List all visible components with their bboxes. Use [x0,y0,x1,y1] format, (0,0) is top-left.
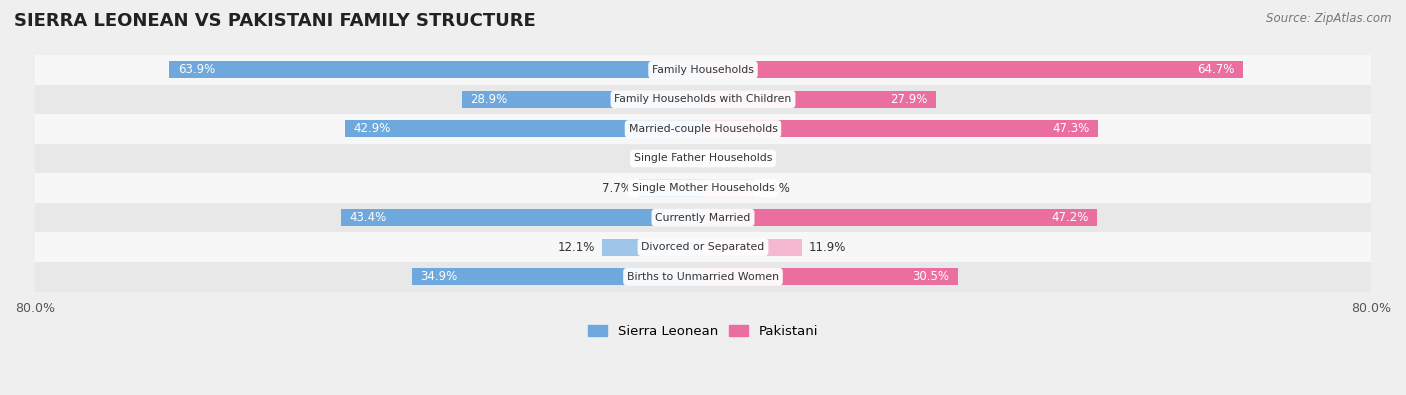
Bar [35,55,1371,85]
Bar [35,262,1371,292]
Bar [703,268,957,285]
Text: 2.5%: 2.5% [645,152,675,165]
Text: 47.2%: 47.2% [1052,211,1088,224]
Bar [461,91,703,108]
Bar [703,61,1243,78]
Bar [35,144,1371,173]
Bar [340,209,703,226]
Text: 11.9%: 11.9% [808,241,846,254]
Bar [682,150,703,167]
Text: SIERRA LEONEAN VS PAKISTANI FAMILY STRUCTURE: SIERRA LEONEAN VS PAKISTANI FAMILY STRUC… [14,12,536,30]
Bar [703,150,723,167]
Text: Married-couple Households: Married-couple Households [628,124,778,134]
Bar [412,268,703,285]
Bar [344,120,703,137]
Bar [35,173,1371,203]
Text: 34.9%: 34.9% [420,270,457,283]
Bar [703,120,1098,137]
Bar [638,179,703,197]
Text: Single Mother Households: Single Mother Households [631,183,775,193]
Text: 27.9%: 27.9% [890,93,928,106]
Bar [602,239,703,256]
Text: 43.4%: 43.4% [349,211,387,224]
Text: 12.1%: 12.1% [558,241,595,254]
Bar [703,209,1097,226]
Text: Family Households: Family Households [652,65,754,75]
Text: Single Father Households: Single Father Households [634,154,772,164]
Bar [35,114,1371,144]
Bar [35,232,1371,262]
Text: 30.5%: 30.5% [912,270,949,283]
Text: 42.9%: 42.9% [353,122,391,135]
Text: 6.1%: 6.1% [761,182,790,195]
Text: 47.3%: 47.3% [1052,122,1090,135]
Legend: Sierra Leonean, Pakistani: Sierra Leonean, Pakistani [582,320,824,343]
Text: Family Households with Children: Family Households with Children [614,94,792,104]
Text: 2.3%: 2.3% [728,152,759,165]
Bar [703,91,936,108]
Text: 64.7%: 64.7% [1198,63,1234,76]
Bar [703,239,803,256]
Bar [35,203,1371,232]
Text: Source: ZipAtlas.com: Source: ZipAtlas.com [1267,12,1392,25]
Text: Births to Unmarried Women: Births to Unmarried Women [627,272,779,282]
Text: 7.7%: 7.7% [602,182,633,195]
Bar [35,85,1371,114]
Bar [703,179,754,197]
Text: Divorced or Separated: Divorced or Separated [641,242,765,252]
Text: 63.9%: 63.9% [177,63,215,76]
Text: 28.9%: 28.9% [470,93,508,106]
Text: Currently Married: Currently Married [655,213,751,223]
Bar [170,61,703,78]
